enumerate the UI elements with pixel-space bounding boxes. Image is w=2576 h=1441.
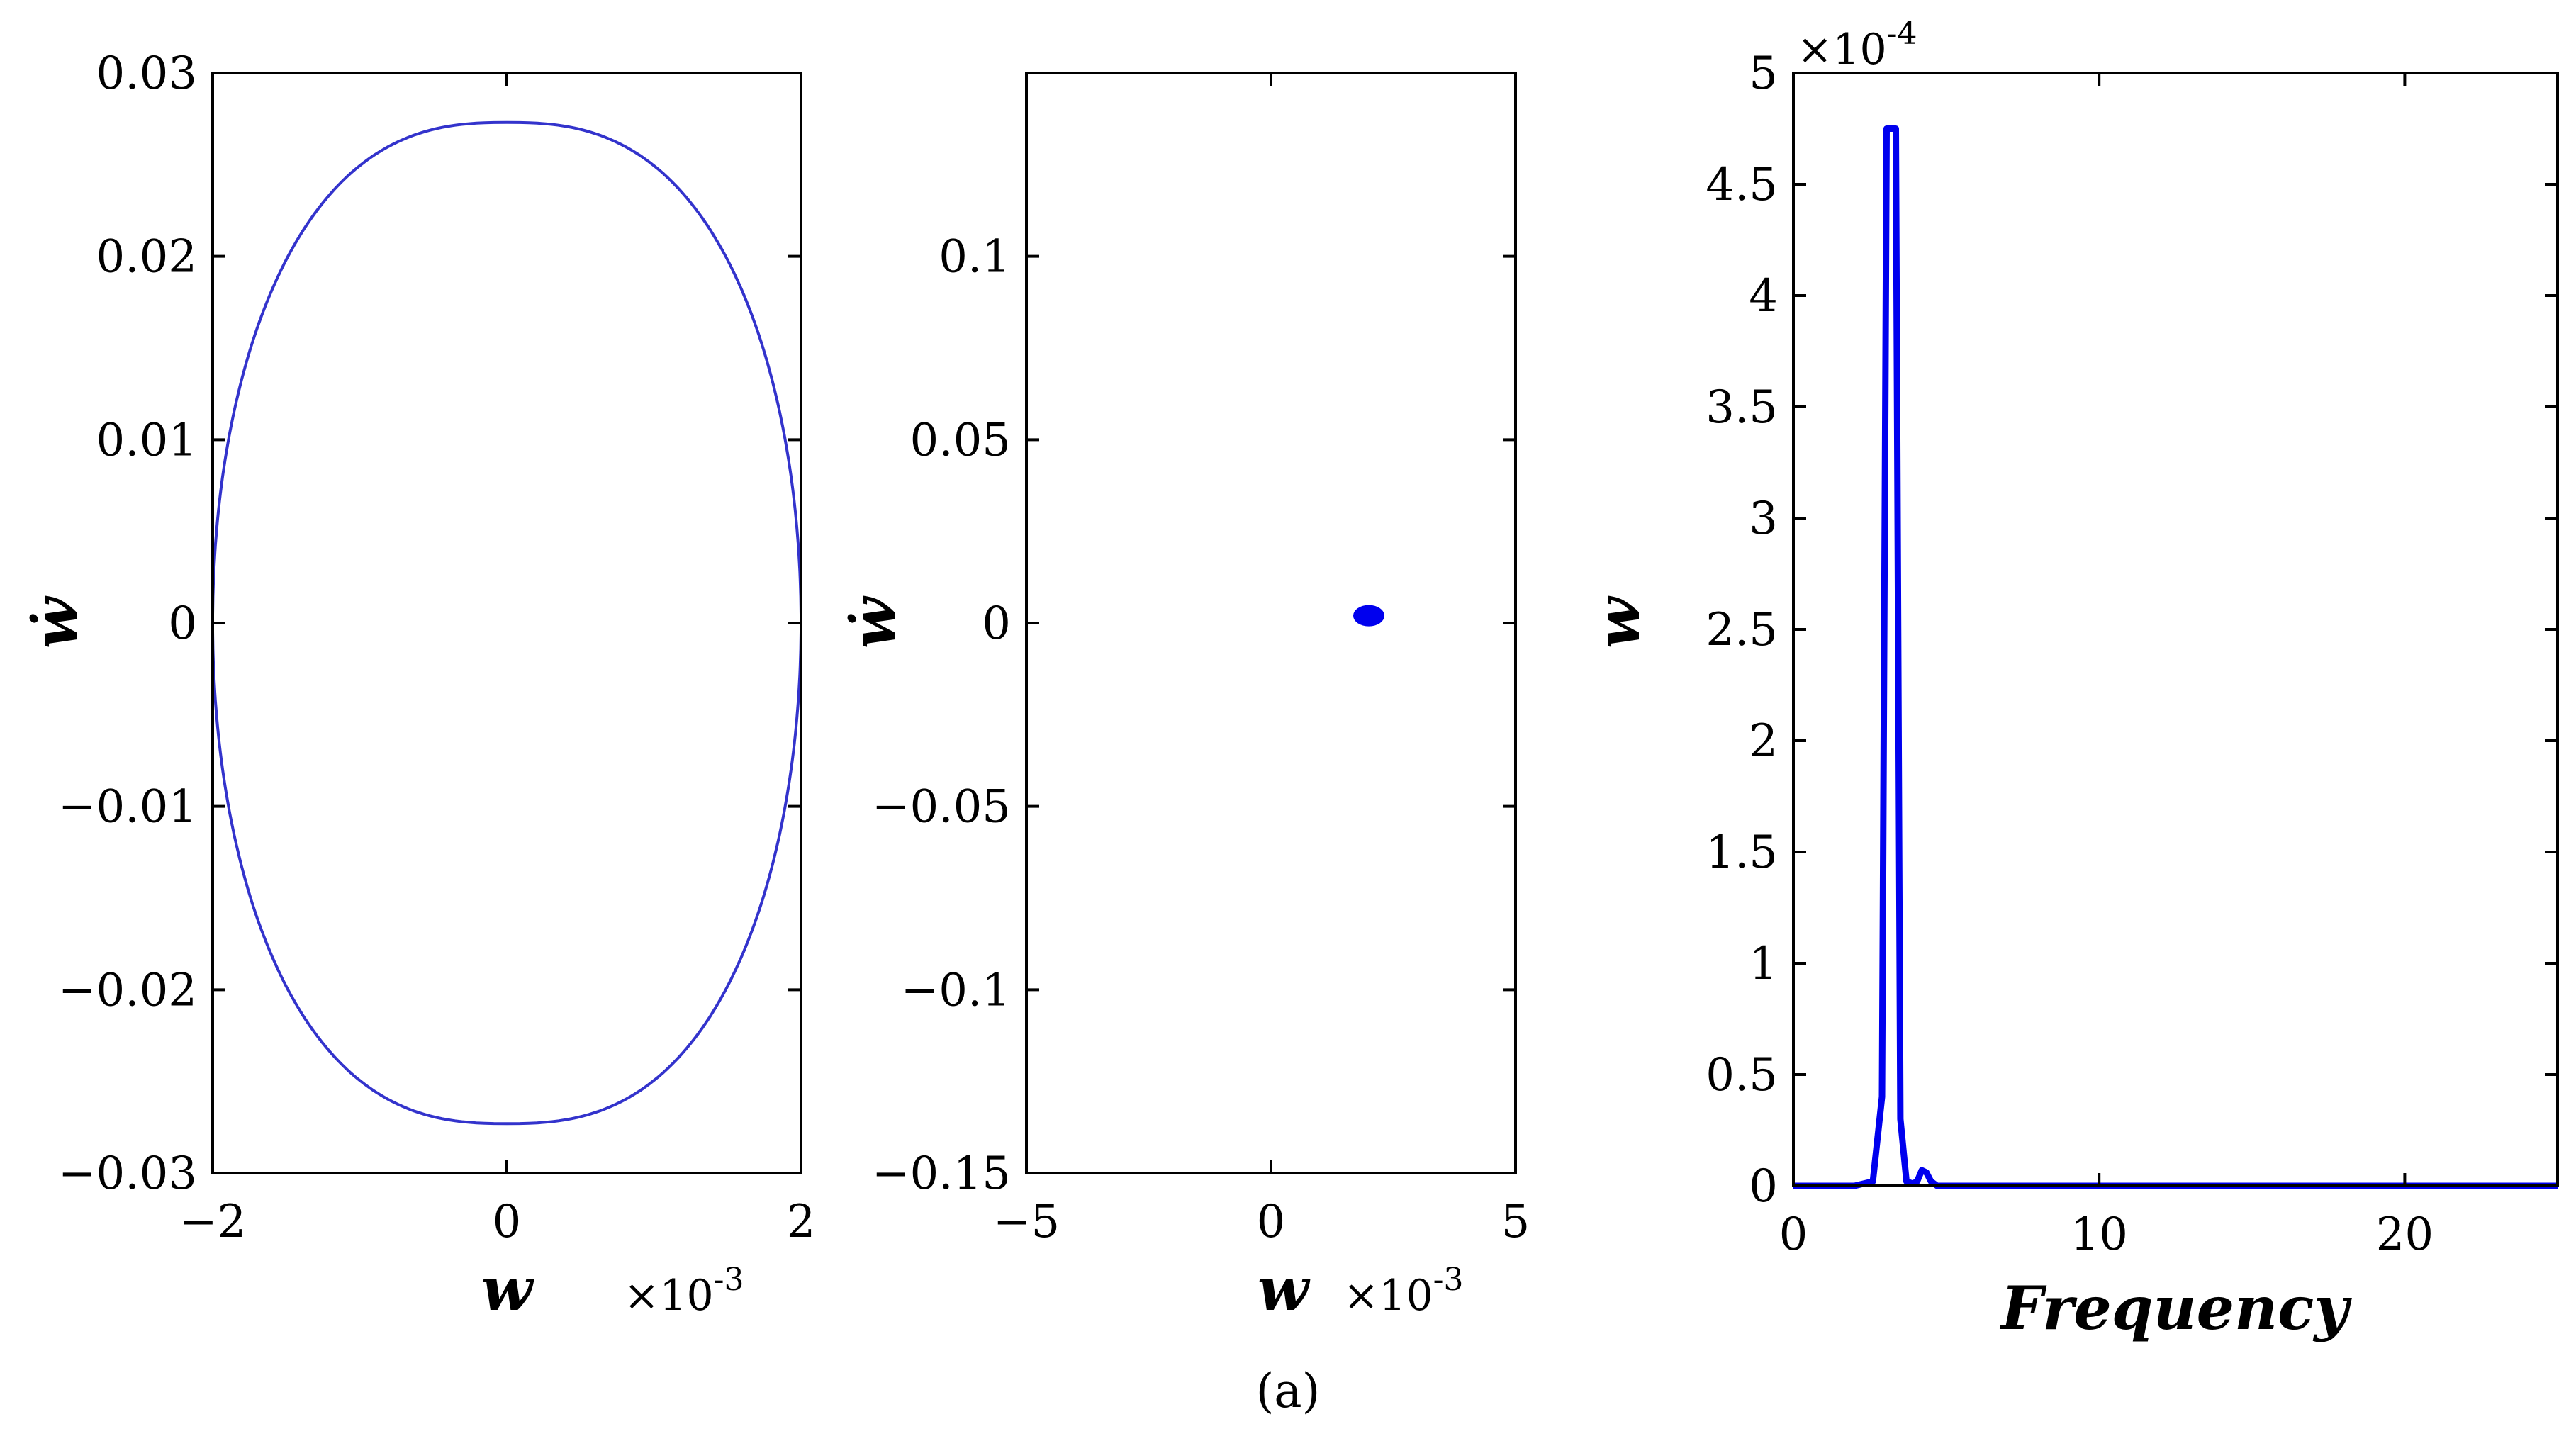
phase-portrait-x-multiplier: ×10-3 (624, 1262, 744, 1321)
poincare-x-multiplier: ×10-3 (1343, 1262, 1464, 1321)
y-tick-label: −0.1 (901, 964, 1011, 1016)
phase-portrait-y-ticks: −0.03 −0.02 −0.01 0 0.01 0.02 0.03 (58, 47, 801, 1200)
y-tick-label: 3 (1749, 493, 1778, 545)
x-tick-label: 0 (493, 1196, 522, 1248)
phase-portrait-y-label: ẇ (21, 595, 91, 649)
x-tick-label: 2 (787, 1196, 816, 1248)
y-tick-label: 0.02 (96, 231, 198, 284)
y-tick-label: 2 (1749, 715, 1778, 768)
figure-caption: (a) (1256, 1364, 1321, 1418)
spectrum-x-ticks: 0 10 20 (1779, 73, 2434, 1261)
x-tick-label: 0 (1257, 1196, 1286, 1248)
y-tick-label: 4.5 (1706, 159, 1778, 211)
phase-portrait-x-ticks: −2 0 2 (179, 73, 816, 1248)
y-tick-label: 0 (982, 598, 1011, 650)
spectrum-y-ticks: 0 0.5 1 1.5 2 2.5 3 3.5 4 4.5 5 (1706, 47, 2558, 1213)
phase-portrait-axes-box (211, 72, 802, 1174)
x-tick-label: 0 (1779, 1209, 1808, 1261)
y-tick-label: 3.5 (1706, 381, 1778, 434)
y-tick-label: −0.15 (872, 1148, 1011, 1200)
poincare-panel: −5 0 5 −0.15 −0.1 −0.05 0 0.05 0.1 w ×10-3 ẇ (839, 72, 1530, 1324)
y-tick-label: 0.1 (939, 231, 1011, 284)
phase-portrait-x-label: w (481, 1254, 534, 1324)
y-tick-label: −0.05 (872, 781, 1011, 834)
x-tick-label: 10 (2070, 1209, 2127, 1261)
y-tick-label: 5 (1749, 47, 1778, 100)
y-tick-label: 1.5 (1706, 826, 1778, 879)
x-tick-label: 5 (1501, 1196, 1530, 1248)
phase-orbit-curve (211, 120, 802, 1126)
x-tick-label: −2 (179, 1196, 246, 1248)
y-tick-label: 1 (1749, 938, 1778, 990)
spectrum-y-multiplier: ×10-4 (1797, 16, 1917, 74)
y-tick-label: 2.5 (1706, 604, 1778, 656)
poincare-y-label: ẇ (839, 595, 909, 649)
y-tick-label: 0 (168, 598, 197, 650)
spectrum-y-label: w (1583, 595, 1653, 649)
y-tick-label: 0.03 (96, 47, 198, 100)
spectrum-curve (1793, 125, 2558, 1189)
poincare-x-label: w (1258, 1254, 1311, 1324)
y-tick-label: −0.01 (58, 781, 197, 834)
poincare-point (1353, 605, 1384, 627)
phase-portrait-panel: −2 0 2 −0.03 −0.02 −0.01 0 0.01 0.02 0.03 w ×10-… (21, 47, 815, 1324)
y-tick-label: −0.02 (58, 964, 197, 1016)
x-tick-label: −5 (993, 1196, 1060, 1248)
y-tick-label: 0.01 (96, 414, 198, 466)
spectrum-x-label: Frequency (2000, 1273, 2352, 1343)
spectrum-axes-box (1792, 72, 2559, 1187)
y-tick-label: −0.03 (58, 1148, 197, 1200)
y-tick-label: 0.5 (1706, 1049, 1778, 1101)
poincare-x-ticks: −5 0 5 (993, 73, 1530, 1248)
poincare-axes-box (1025, 72, 1517, 1174)
y-tick-label: 4 (1749, 270, 1778, 323)
x-tick-label: 20 (2376, 1209, 2434, 1261)
y-tick-label: 0.05 (910, 414, 1012, 466)
poincare-y-ticks: −0.15 −0.1 −0.05 0 0.05 0.1 (872, 231, 1516, 1200)
spectrum-panel: 0 10 20 0 0.5 1 1.5 2 2.5 3 3.5 4 4.5 5 Frequency ×1… (1583, 16, 2559, 1343)
y-tick-label: 0 (1749, 1160, 1778, 1213)
